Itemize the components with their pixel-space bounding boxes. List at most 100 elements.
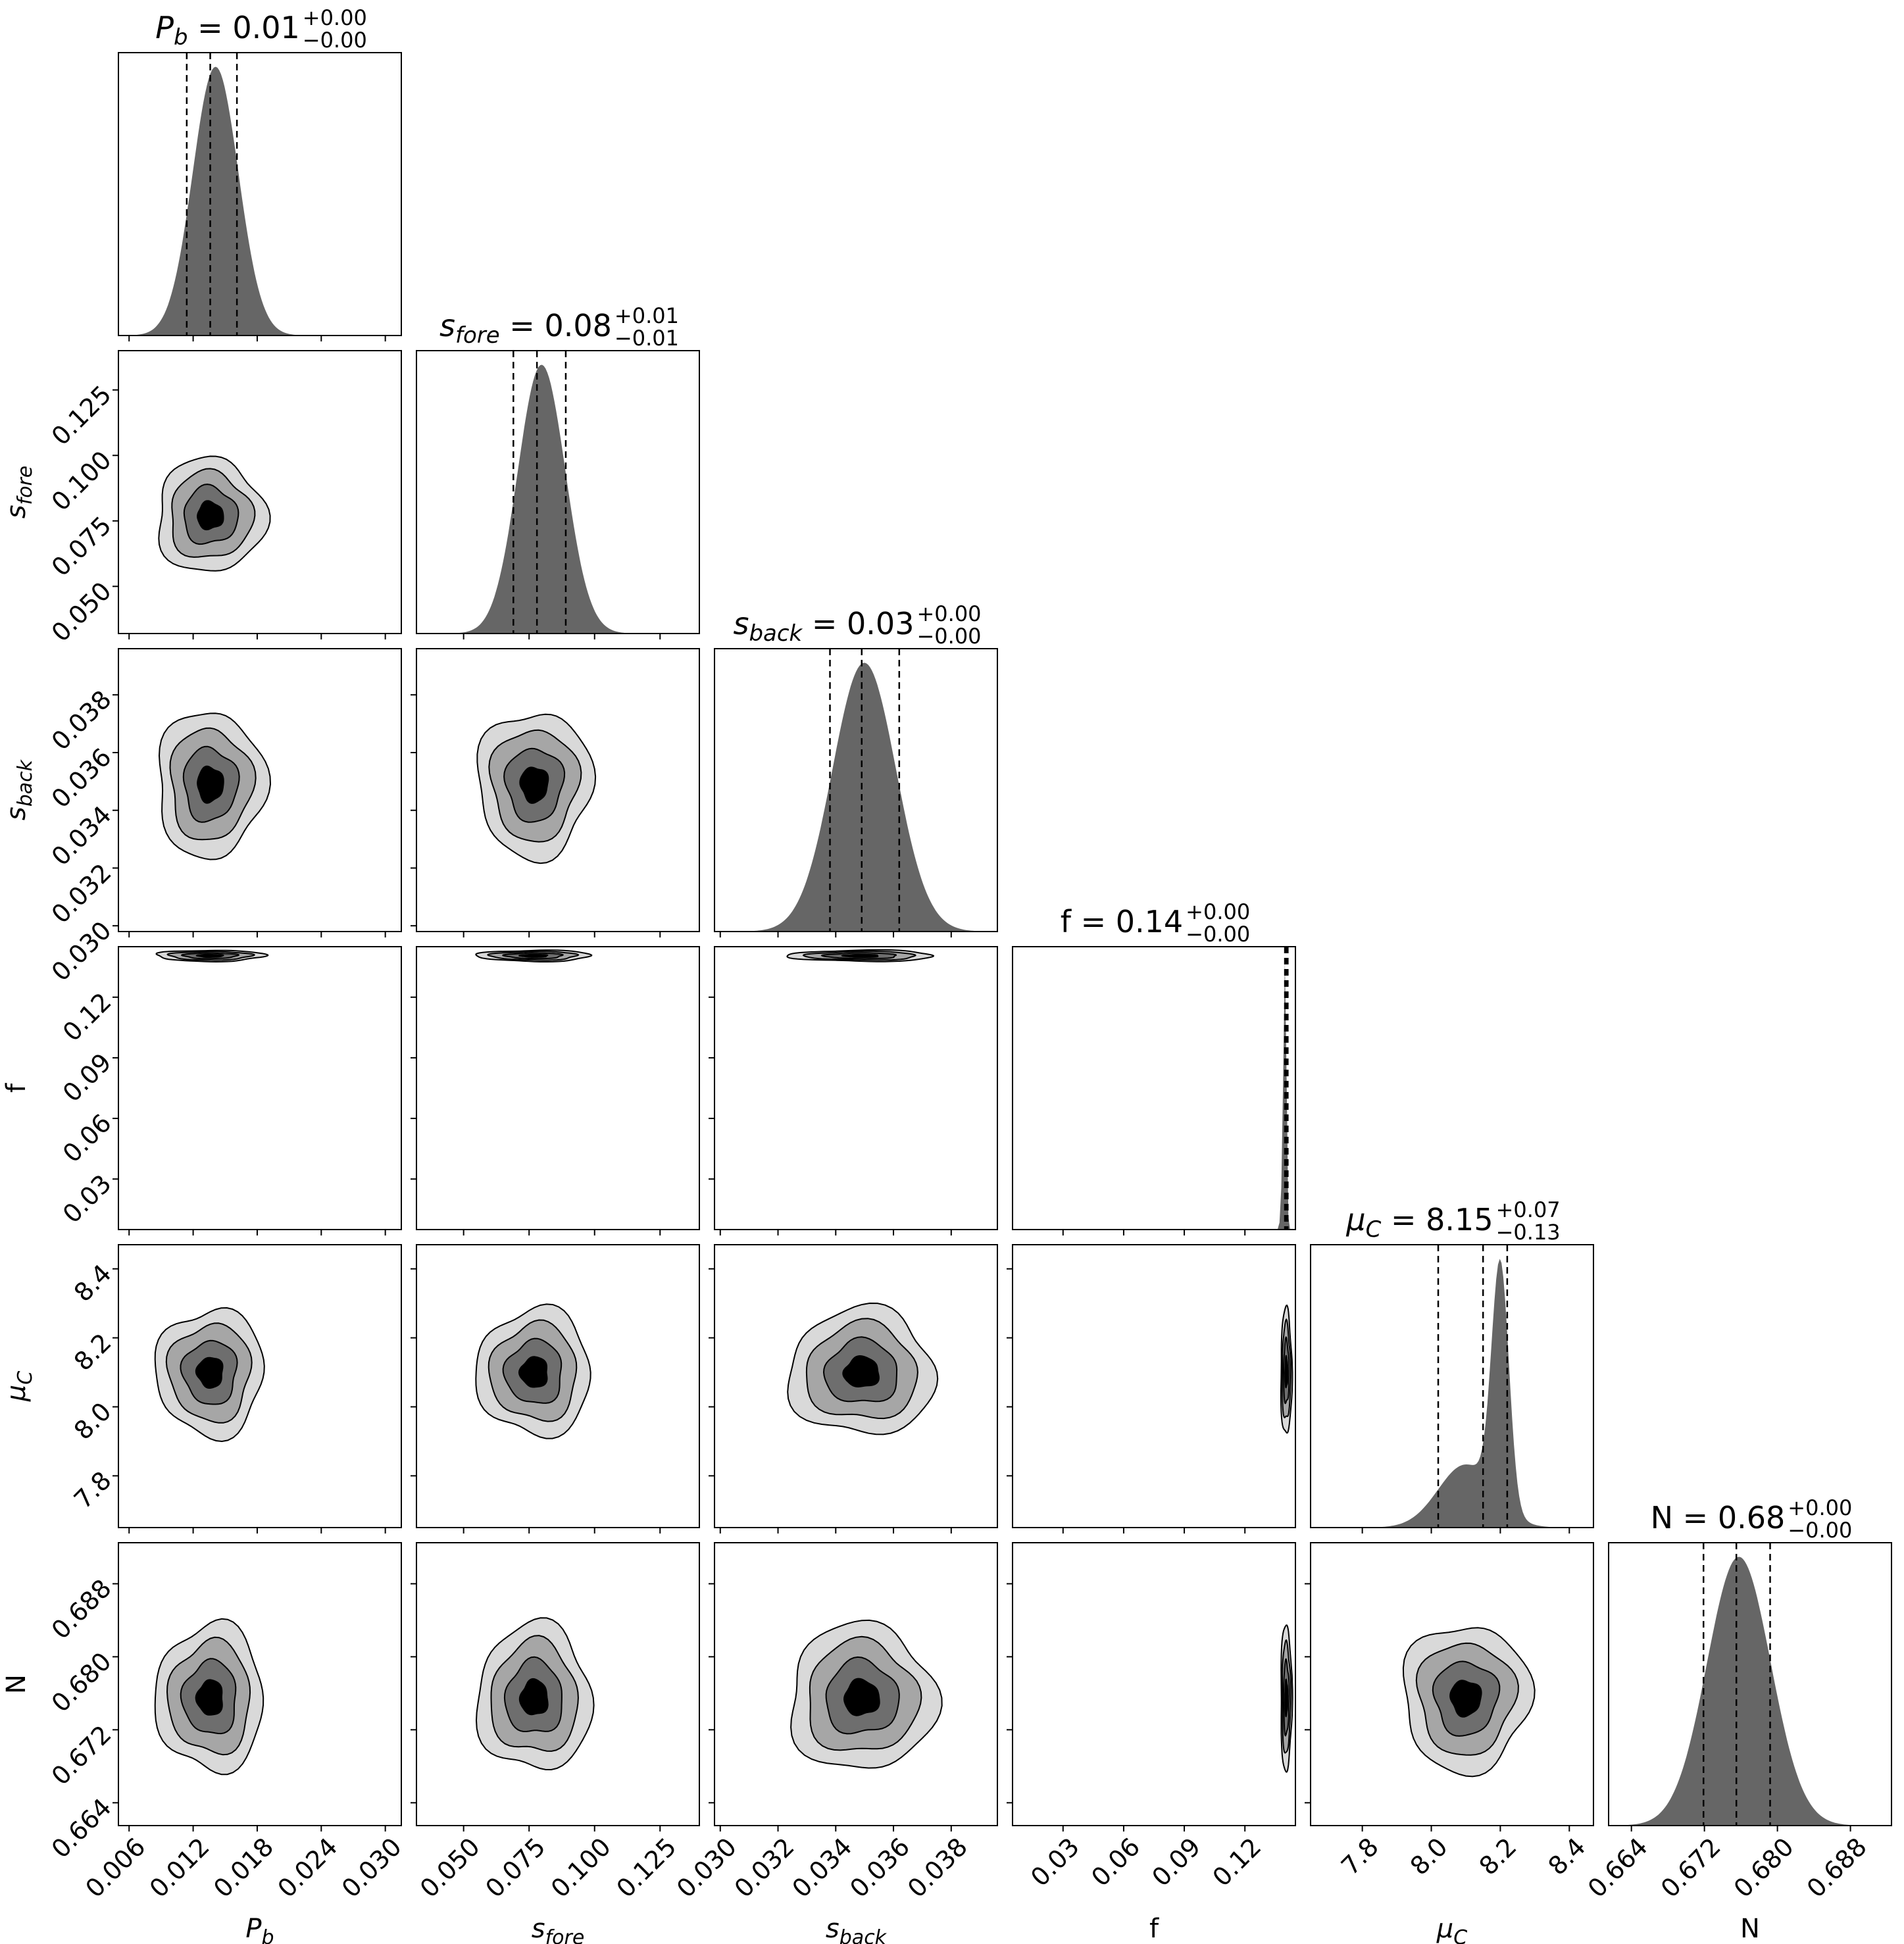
histogram-s_back — [714, 662, 997, 932]
panel-frame — [714, 946, 998, 1230]
contour-panel-s_fore-vs-mu_C — [411, 1244, 700, 1533]
contour-level-4 — [1449, 1680, 1482, 1718]
contour-level-4 — [518, 1356, 548, 1388]
contour-level-4 — [518, 1678, 549, 1716]
y-axis-label-s_fore: sfore — [1, 466, 37, 519]
panel-title-plus-s_fore: +0.01 — [614, 303, 679, 328]
y-tick-label: 0.030 — [46, 916, 117, 987]
y-tick-label: 0.06 — [57, 1109, 117, 1168]
y-tick-label: 0.664 — [46, 1793, 117, 1864]
panel-title-mu_C: μC = 8.15 — [1345, 1202, 1493, 1243]
y-tick-label: 8.2 — [68, 1328, 117, 1376]
x-tick-label: 0.036 — [844, 1832, 915, 1903]
x-axis-label-f: f — [1149, 1914, 1159, 1944]
x-axis-label-P_b: Pb — [245, 1914, 274, 1944]
contour-panel-mu_C-vs-N: 7.8 8.0 8.2 8.4 — [1305, 1542, 1594, 1881]
contour-level-4 — [840, 953, 879, 958]
y-axis-label-mu_C: μC — [1, 1371, 37, 1402]
histogram-panel-s_back: sback = 0.03 +0.00−0.00 — [714, 601, 998, 937]
panel-frame — [1012, 946, 1296, 1230]
contour-panel-s_fore-vs-f — [411, 946, 700, 1235]
panel-title-s_back: sback = 0.03 — [733, 606, 914, 647]
contour-level-4 — [195, 953, 224, 958]
x-tick-label: 0.038 — [902, 1832, 973, 1903]
x-tick-label: 0.012 — [144, 1832, 215, 1903]
x-tick-label: 0.024 — [272, 1832, 343, 1903]
histogram-panel-P_b: Pb = 0.01 +0.00−0.00 — [118, 5, 402, 341]
x-axis-label-s_back: sback — [826, 1914, 888, 1944]
panel-frame — [416, 1542, 700, 1826]
panel-frame — [416, 1244, 700, 1528]
panel-title-plus-P_b: +0.00 — [303, 5, 367, 30]
panel-title-minus-f: −0.00 — [1186, 922, 1250, 947]
y-axis-label-f: f — [1, 1083, 32, 1093]
panel-frame — [416, 648, 700, 932]
contour-level-4 — [197, 765, 224, 804]
x-tick-label: 0.664 — [1582, 1832, 1653, 1903]
contour-level-4 — [195, 1679, 223, 1716]
y-tick-label: 0.680 — [46, 1647, 117, 1718]
contour-level-4 — [1284, 1678, 1289, 1718]
panel-frame — [1310, 1244, 1594, 1528]
panel-title-P_b: Pb = 0.01 — [155, 10, 300, 51]
panel-title-minus-N: −0.00 — [1788, 1518, 1852, 1543]
y-tick-label: 0.038 — [46, 685, 117, 756]
histogram-f — [1013, 960, 1295, 1230]
panel-frame — [118, 1542, 402, 1826]
x-tick-label: 8.4 — [1543, 1832, 1591, 1881]
histogram-panel-mu_C: μC = 8.15 +0.07−0.13 — [1310, 1197, 1594, 1533]
contour-level-4 — [842, 1355, 880, 1388]
histogram-mu_C — [1311, 1259, 1593, 1528]
histogram-s_fore — [416, 364, 699, 634]
panel-frame — [1012, 1542, 1296, 1826]
y-tick-label: 0.12 — [57, 987, 117, 1047]
x-axis-label-s_fore: sfore — [532, 1914, 585, 1944]
contour-panel-s_back-vs-f — [709, 946, 998, 1235]
panel-title-minus-s_back: −0.00 — [916, 624, 981, 649]
y-tick-label: 7.8 — [68, 1466, 117, 1514]
x-tick-label: 0.030 — [336, 1832, 407, 1903]
x-tick-label: 0.006 — [80, 1832, 151, 1903]
x-tick-label: 8.2 — [1474, 1832, 1522, 1881]
contour-panel-f-vs-mu_C — [1007, 1244, 1296, 1533]
panel-frame — [714, 1244, 998, 1528]
x-axis-label-mu_C: μC — [1436, 1914, 1467, 1944]
x-tick-label: 0.09 — [1146, 1832, 1206, 1892]
x-tick-label: 0.050 — [414, 1832, 486, 1903]
panel-title-plus-mu_C: +0.07 — [1496, 1197, 1561, 1222]
panel-frame — [118, 648, 402, 932]
x-tick-label: 0.032 — [729, 1832, 800, 1903]
x-tick-label: 0.688 — [1801, 1832, 1872, 1903]
x-tick-label: 7.8 — [1336, 1832, 1384, 1881]
x-tick-label: 0.030 — [671, 1832, 742, 1903]
x-tick-label: 0.075 — [480, 1832, 551, 1903]
histogram-panel-f: f = 0.14 +0.00−0.00 — [1012, 899, 1296, 1235]
panel-frame — [416, 350, 700, 634]
y-tick-label: 0.032 — [46, 858, 117, 929]
y-tick-label: 0.672 — [46, 1720, 117, 1791]
panel-frame — [118, 1244, 402, 1528]
contour-level-4 — [843, 1678, 880, 1716]
contour-level-4 — [519, 766, 549, 804]
panel-frame — [118, 350, 402, 634]
y-tick-label: 0.688 — [46, 1574, 117, 1645]
panel-title-s_fore: sfore = 0.08 — [439, 308, 612, 349]
panel-title-plus-N: +0.00 — [1788, 1495, 1852, 1520]
histogram-panel-s_fore: sfore = 0.08 +0.01−0.01 — [416, 303, 700, 639]
contour-level-4 — [1284, 1355, 1289, 1389]
panel-frame — [714, 1542, 998, 1826]
contour-level-4 — [195, 1357, 224, 1389]
panel-frame — [416, 946, 700, 1230]
contour-panel-P_b-vs-mu_C: 7.8 8.0 8.2 8.4 — [68, 1244, 402, 1533]
histogram-P_b — [118, 66, 401, 336]
y-tick-label: 8.0 — [68, 1397, 117, 1445]
contour-panel-s_fore-vs-s_back — [411, 648, 700, 937]
histogram-N — [1609, 1557, 1891, 1826]
x-tick-label: 0.03 — [1025, 1832, 1085, 1892]
panel-title-plus-s_back: +0.00 — [916, 601, 981, 626]
contour-panel-f-vs-N: 0.03 0.06 0.09 0.12 — [1007, 1542, 1296, 1892]
